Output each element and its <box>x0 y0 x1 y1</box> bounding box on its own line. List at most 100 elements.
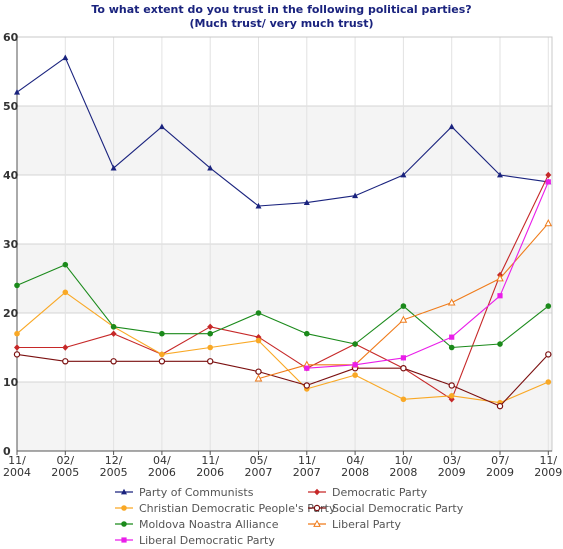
legend-swatch-marker <box>313 504 321 512</box>
legend-label: Social Democratic Party <box>332 502 464 515</box>
data-point <box>449 334 455 340</box>
legend-item: Party of Communists <box>115 486 254 499</box>
x-tick-label-year: 2009 <box>486 466 514 479</box>
data-point <box>62 289 69 296</box>
data-point <box>62 261 69 268</box>
series-line <box>16 57 549 207</box>
data-point <box>110 324 117 330</box>
legend-item: Christian Democratic People's Party <box>115 502 336 515</box>
x-tick-label-year: 2004 <box>3 466 31 479</box>
data-point <box>303 199 310 205</box>
x-tick-label-year: 2006 <box>196 466 224 479</box>
data-point <box>400 355 406 361</box>
x-tick-label-month: 04/ <box>153 454 171 467</box>
data-point <box>545 171 552 179</box>
data-point <box>352 372 358 378</box>
data-point <box>448 382 455 389</box>
data-point <box>496 274 504 282</box>
legend-swatch-marker <box>121 521 127 527</box>
data-point <box>545 379 552 385</box>
data-point <box>448 344 455 351</box>
series-line <box>306 181 549 369</box>
data-point <box>62 358 69 365</box>
legend-item: Liberal Democratic Party <box>115 534 275 547</box>
series-group <box>13 54 553 410</box>
data-point <box>159 330 165 337</box>
x-tick-label-month: 04/ <box>346 454 364 467</box>
data-point <box>62 54 69 61</box>
data-point <box>13 351 21 358</box>
data-point <box>62 344 69 351</box>
data-point <box>399 315 408 323</box>
legend-item: Democratic Party <box>308 486 428 499</box>
data-point <box>400 171 407 178</box>
x-tick-label-month: 03/ <box>443 454 461 467</box>
legend-swatch-marker <box>121 505 127 511</box>
data-point <box>110 164 117 171</box>
legend: Party of Communists Democratic Party Chris… <box>115 486 464 547</box>
x-tick-label-year: 2008 <box>389 466 417 479</box>
data-point <box>14 282 20 289</box>
data-point <box>158 358 166 365</box>
y-tick-label: 50 <box>3 100 19 113</box>
x-tick-label-month: 11/ <box>298 454 316 467</box>
data-point <box>352 341 358 347</box>
legend-label: Christian Democratic People's Party <box>139 502 336 515</box>
plot-band <box>17 244 552 313</box>
data-point <box>14 344 20 351</box>
data-point <box>207 323 214 330</box>
data-point <box>303 382 310 389</box>
x-tick-label-month: 11/ <box>8 454 26 467</box>
data-point <box>207 344 213 351</box>
y-tick-label: 0 <box>3 445 11 458</box>
data-point <box>544 219 553 227</box>
x-tick-label-year: 2008 <box>341 466 369 479</box>
legend-item: Moldova Noastra Alliance <box>115 518 279 531</box>
series-line <box>16 353 549 407</box>
plot-band <box>17 382 552 451</box>
chart-subtitle: (Much trust/ very much trust) <box>189 17 374 30</box>
y-axis: 0 10 20 30 40 50 60 <box>3 31 19 458</box>
y-tick-label: 30 <box>3 238 19 251</box>
x-tick-label-year: 2007 <box>245 466 273 479</box>
y-tick-label: 40 <box>3 169 19 182</box>
data-point <box>448 123 455 130</box>
x-tick-label-year: 2005 <box>51 466 79 479</box>
data-point <box>110 330 117 337</box>
legend-item: Social Democratic Party <box>308 502 464 515</box>
data-point <box>545 303 552 309</box>
legend-label: Moldova Noastra Alliance <box>139 518 279 531</box>
x-tick-label-year: 2007 <box>293 466 321 479</box>
series-line <box>17 174 549 400</box>
y-tick-label: 20 <box>3 307 19 320</box>
data-point <box>352 192 359 199</box>
legend-label: Liberal Democratic Party <box>139 534 275 547</box>
series-liberal-democratic-party <box>304 179 551 371</box>
x-tick-label-year: 2009 <box>438 466 466 479</box>
chart-title: To what extent do you trust in the follo… <box>91 3 472 16</box>
data-point <box>206 358 214 365</box>
data-point <box>447 298 456 306</box>
x-tick-label-month: 07/ <box>491 454 509 467</box>
x-axis: 11/200402/200512/200504/200611/200605/20… <box>3 451 562 479</box>
data-point <box>497 341 503 347</box>
data-point <box>448 393 455 399</box>
data-point <box>352 362 358 368</box>
series-moldova-noastra-alliance <box>14 261 552 351</box>
data-point <box>304 365 310 371</box>
series-line <box>16 264 549 349</box>
legend-label: Liberal Party <box>332 518 401 531</box>
data-point <box>207 164 214 171</box>
plot-background <box>17 106 552 451</box>
x-tick-label-month: 11/ <box>201 454 219 467</box>
x-tick-label-month: 12/ <box>105 454 123 467</box>
series-line <box>16 291 549 404</box>
data-point <box>254 374 263 382</box>
legend-swatch-marker <box>121 488 127 495</box>
data-point <box>400 396 407 403</box>
data-point <box>255 337 262 344</box>
series-social-democratic-party <box>13 351 552 410</box>
data-point <box>400 303 407 309</box>
x-tick-label-year: 2006 <box>148 466 176 479</box>
data-point <box>255 202 262 209</box>
